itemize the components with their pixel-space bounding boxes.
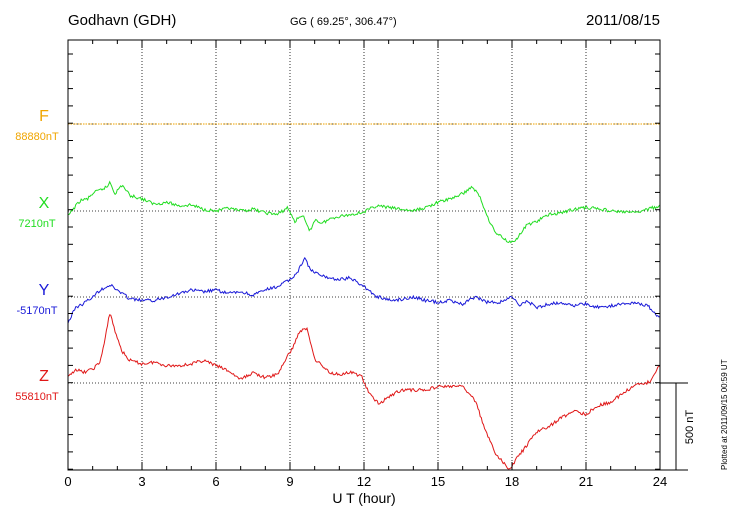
series-line-y xyxy=(67,256,661,324)
plot-date: 2011/08/15 xyxy=(586,12,660,29)
series-line-x xyxy=(67,180,661,244)
axis-ticks xyxy=(67,40,661,470)
scale-bar-label: 500 nT xyxy=(684,410,696,445)
x-tick-label-21: 21 xyxy=(579,474,593,489)
plotted-at-note: Plotted at 2011/09/15 00:59 UT xyxy=(720,359,729,470)
series-line-z xyxy=(67,314,661,470)
baseline-value-y: -5170nT xyxy=(16,305,58,317)
grid-lines xyxy=(141,40,587,470)
component-label-x: X xyxy=(38,195,50,212)
x-tick-label-9: 9 xyxy=(286,474,293,489)
x-tick-label-3: 3 xyxy=(138,474,145,489)
x-tick-labels: 0 3 6 9 12 15 18 21 24 xyxy=(64,474,667,489)
scale-bar: 500 nT xyxy=(660,382,696,471)
component-label-y: Y xyxy=(38,282,50,299)
baseline-value-x: 7210nT xyxy=(18,218,56,230)
x-tick-label-0: 0 xyxy=(64,474,71,489)
component-label-f: F xyxy=(39,108,49,125)
baseline-value-f: 88880nT xyxy=(15,131,59,143)
x-tick-label-24: 24 xyxy=(653,474,667,489)
x-tick-label-12: 12 xyxy=(357,474,371,489)
plot-frame xyxy=(67,39,661,471)
station-coordinates: GG ( 69.25°, 306.47°) xyxy=(290,16,397,28)
x-tick-label-18: 18 xyxy=(505,474,519,489)
station-title: Godhavn (GDH) xyxy=(68,12,177,29)
baseline-value-z: 55810nT xyxy=(15,391,59,403)
x-axis-label: U T (hour) xyxy=(332,490,395,506)
component-label-z: Z xyxy=(39,368,49,385)
x-tick-label-15: 15 xyxy=(431,474,445,489)
x-tick-label-6: 6 xyxy=(212,474,219,489)
series-lines xyxy=(67,123,661,470)
